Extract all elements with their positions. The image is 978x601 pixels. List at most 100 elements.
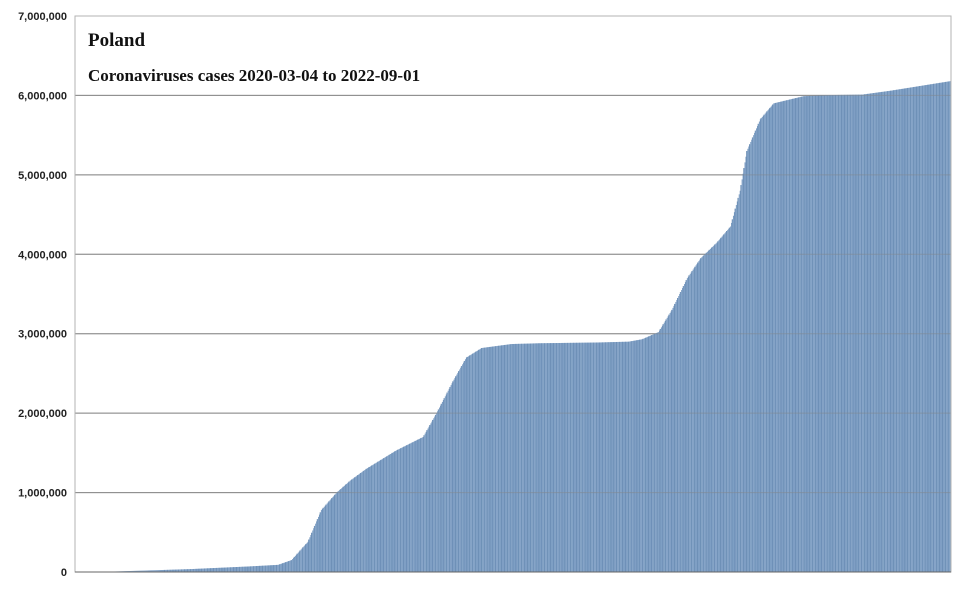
data-bar (551, 343, 552, 572)
data-bar (759, 122, 760, 572)
data-bar (232, 567, 233, 572)
data-bar (364, 470, 365, 572)
data-bar (796, 98, 797, 572)
data-bar (802, 96, 803, 572)
data-bar (583, 343, 584, 572)
data-bar (641, 339, 642, 572)
data-bar (381, 459, 382, 572)
data-bar (655, 333, 656, 572)
data-bar (912, 87, 913, 572)
data-bar (667, 318, 668, 572)
data-bar (430, 423, 431, 572)
chart-subtitle: Coronaviruses cases 2020-03-04 to 2022-0… (88, 66, 420, 85)
data-bar (629, 341, 630, 572)
data-bar (459, 369, 460, 572)
data-bar (387, 456, 388, 572)
y-tick-label: 7,000,000 (18, 11, 67, 23)
data-bar (234, 567, 235, 572)
data-bar (615, 342, 616, 572)
data-bar (488, 347, 489, 572)
data-bar (399, 449, 400, 572)
data-bar (776, 103, 777, 572)
data-bar (672, 308, 673, 572)
data-bar (632, 341, 633, 572)
data-bar (866, 94, 867, 572)
data-bar (304, 546, 305, 572)
data-bar (237, 567, 238, 572)
data-bar (883, 92, 884, 572)
data-bar (574, 343, 575, 572)
data-bar (724, 233, 725, 572)
data-bar (407, 445, 408, 572)
data-bar (404, 446, 405, 572)
data-bar (932, 84, 933, 572)
data-bar (762, 117, 763, 572)
data-bar (410, 443, 411, 572)
data-bar (626, 342, 627, 572)
data-bar (736, 205, 737, 572)
data-bar (520, 344, 521, 572)
data-bar (511, 344, 512, 572)
data-bar (871, 93, 872, 572)
data-bar (623, 342, 624, 572)
data-bar (696, 265, 697, 572)
data-bar (768, 110, 769, 572)
data-bar (278, 565, 279, 572)
data-bar (439, 408, 440, 572)
data-bar (557, 343, 558, 572)
data-bar (211, 568, 212, 572)
data-bar (456, 375, 457, 572)
data-bar (779, 102, 780, 572)
data-bar (721, 237, 722, 572)
data-bar (716, 243, 717, 572)
data-bar (384, 458, 385, 572)
data-bar (494, 346, 495, 572)
data-bar (750, 142, 751, 572)
data-bar (479, 349, 480, 572)
data-bar (220, 568, 221, 572)
data-bar (880, 92, 881, 572)
data-bar (355, 476, 356, 572)
data-bar (589, 343, 590, 572)
data-bar (528, 344, 529, 572)
data-bar (508, 344, 509, 572)
data-bar (756, 128, 757, 572)
data-bar (396, 450, 397, 572)
data-bar (344, 486, 345, 572)
data-bar (929, 85, 930, 572)
data-bar (886, 91, 887, 572)
data-bar (670, 313, 671, 572)
data-bar (621, 342, 622, 572)
data-bar (370, 466, 371, 572)
data-bar (647, 337, 648, 572)
data-bar (292, 559, 293, 572)
data-bar (868, 94, 869, 572)
data-bar (390, 454, 391, 572)
data-bar (315, 524, 316, 572)
data-bar (419, 439, 420, 572)
data-bar (753, 135, 754, 572)
data-bar (799, 97, 800, 572)
data-bar (595, 343, 596, 572)
data-bar (350, 481, 351, 572)
data-bar (505, 345, 506, 572)
data-bar (909, 88, 910, 572)
data-bar (566, 343, 567, 572)
data-bar (358, 474, 359, 572)
data-bar (744, 162, 745, 572)
data-bar (681, 290, 682, 572)
data-bar (425, 434, 426, 572)
data-bar (560, 343, 561, 572)
data-bar (543, 343, 544, 572)
data-bar (747, 149, 748, 572)
data-bar (788, 100, 789, 572)
data-bar (477, 351, 478, 572)
data-bar (618, 342, 619, 572)
data-bar (612, 342, 613, 572)
data-bar (332, 497, 333, 572)
data-bar (727, 230, 728, 572)
data-bar (393, 452, 394, 572)
data-bar (361, 472, 362, 572)
data-bar (923, 85, 924, 572)
